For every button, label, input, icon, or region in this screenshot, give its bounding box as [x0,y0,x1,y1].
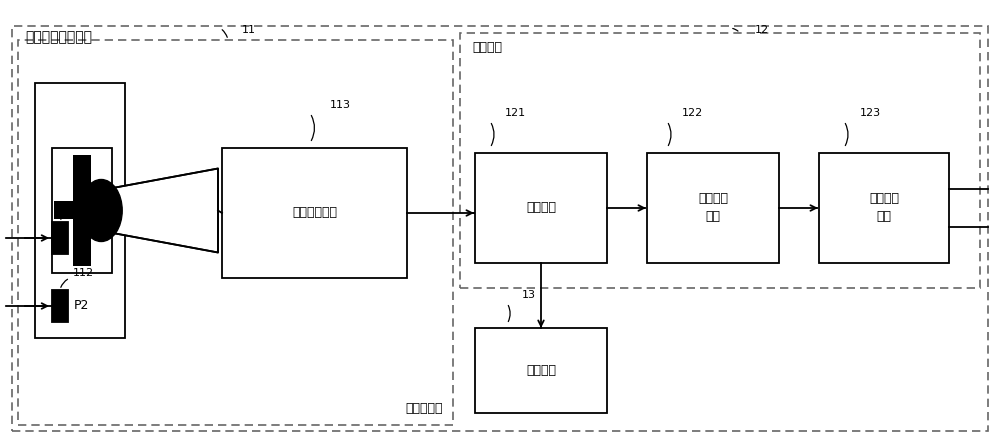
Text: 123: 123 [860,108,881,118]
Text: 信号转换单元: 信号转换单元 [292,206,337,219]
Text: 传感器电路: 传感器电路 [406,402,443,415]
Text: 处理单元: 处理单元 [526,202,556,214]
Bar [35,83,125,338]
Text: 112: 112 [73,268,94,278]
Bar [73,155,91,266]
Bar [222,148,407,278]
Text: 主控电路: 主控电路 [472,41,502,54]
Text: 11: 11 [242,25,256,35]
Text: 差压式比重传感器: 差压式比重传感器 [25,30,92,44]
Bar [475,153,607,263]
Text: 信号输出
单元: 信号输出 单元 [869,193,899,224]
Bar [475,328,607,413]
Bar [54,202,110,219]
Text: 113: 113 [330,100,351,110]
Ellipse shape [80,179,122,241]
Bar [460,33,980,288]
Text: 121: 121 [505,108,526,118]
Bar [647,153,779,263]
Text: 12: 12 [755,25,769,35]
Bar [819,153,949,263]
Bar [52,148,112,273]
Bar [52,222,68,254]
Text: 111: 111 [73,200,94,210]
Text: P1: P1 [74,232,89,245]
Polygon shape [110,168,218,253]
Text: 数模转换
单元: 数模转换 单元 [698,193,728,224]
Text: 122: 122 [682,108,703,118]
Text: P2: P2 [74,299,89,312]
Text: 显示单元: 显示单元 [526,364,556,377]
Bar [52,290,68,322]
Text: 13: 13 [522,290,536,300]
Bar [18,40,453,425]
